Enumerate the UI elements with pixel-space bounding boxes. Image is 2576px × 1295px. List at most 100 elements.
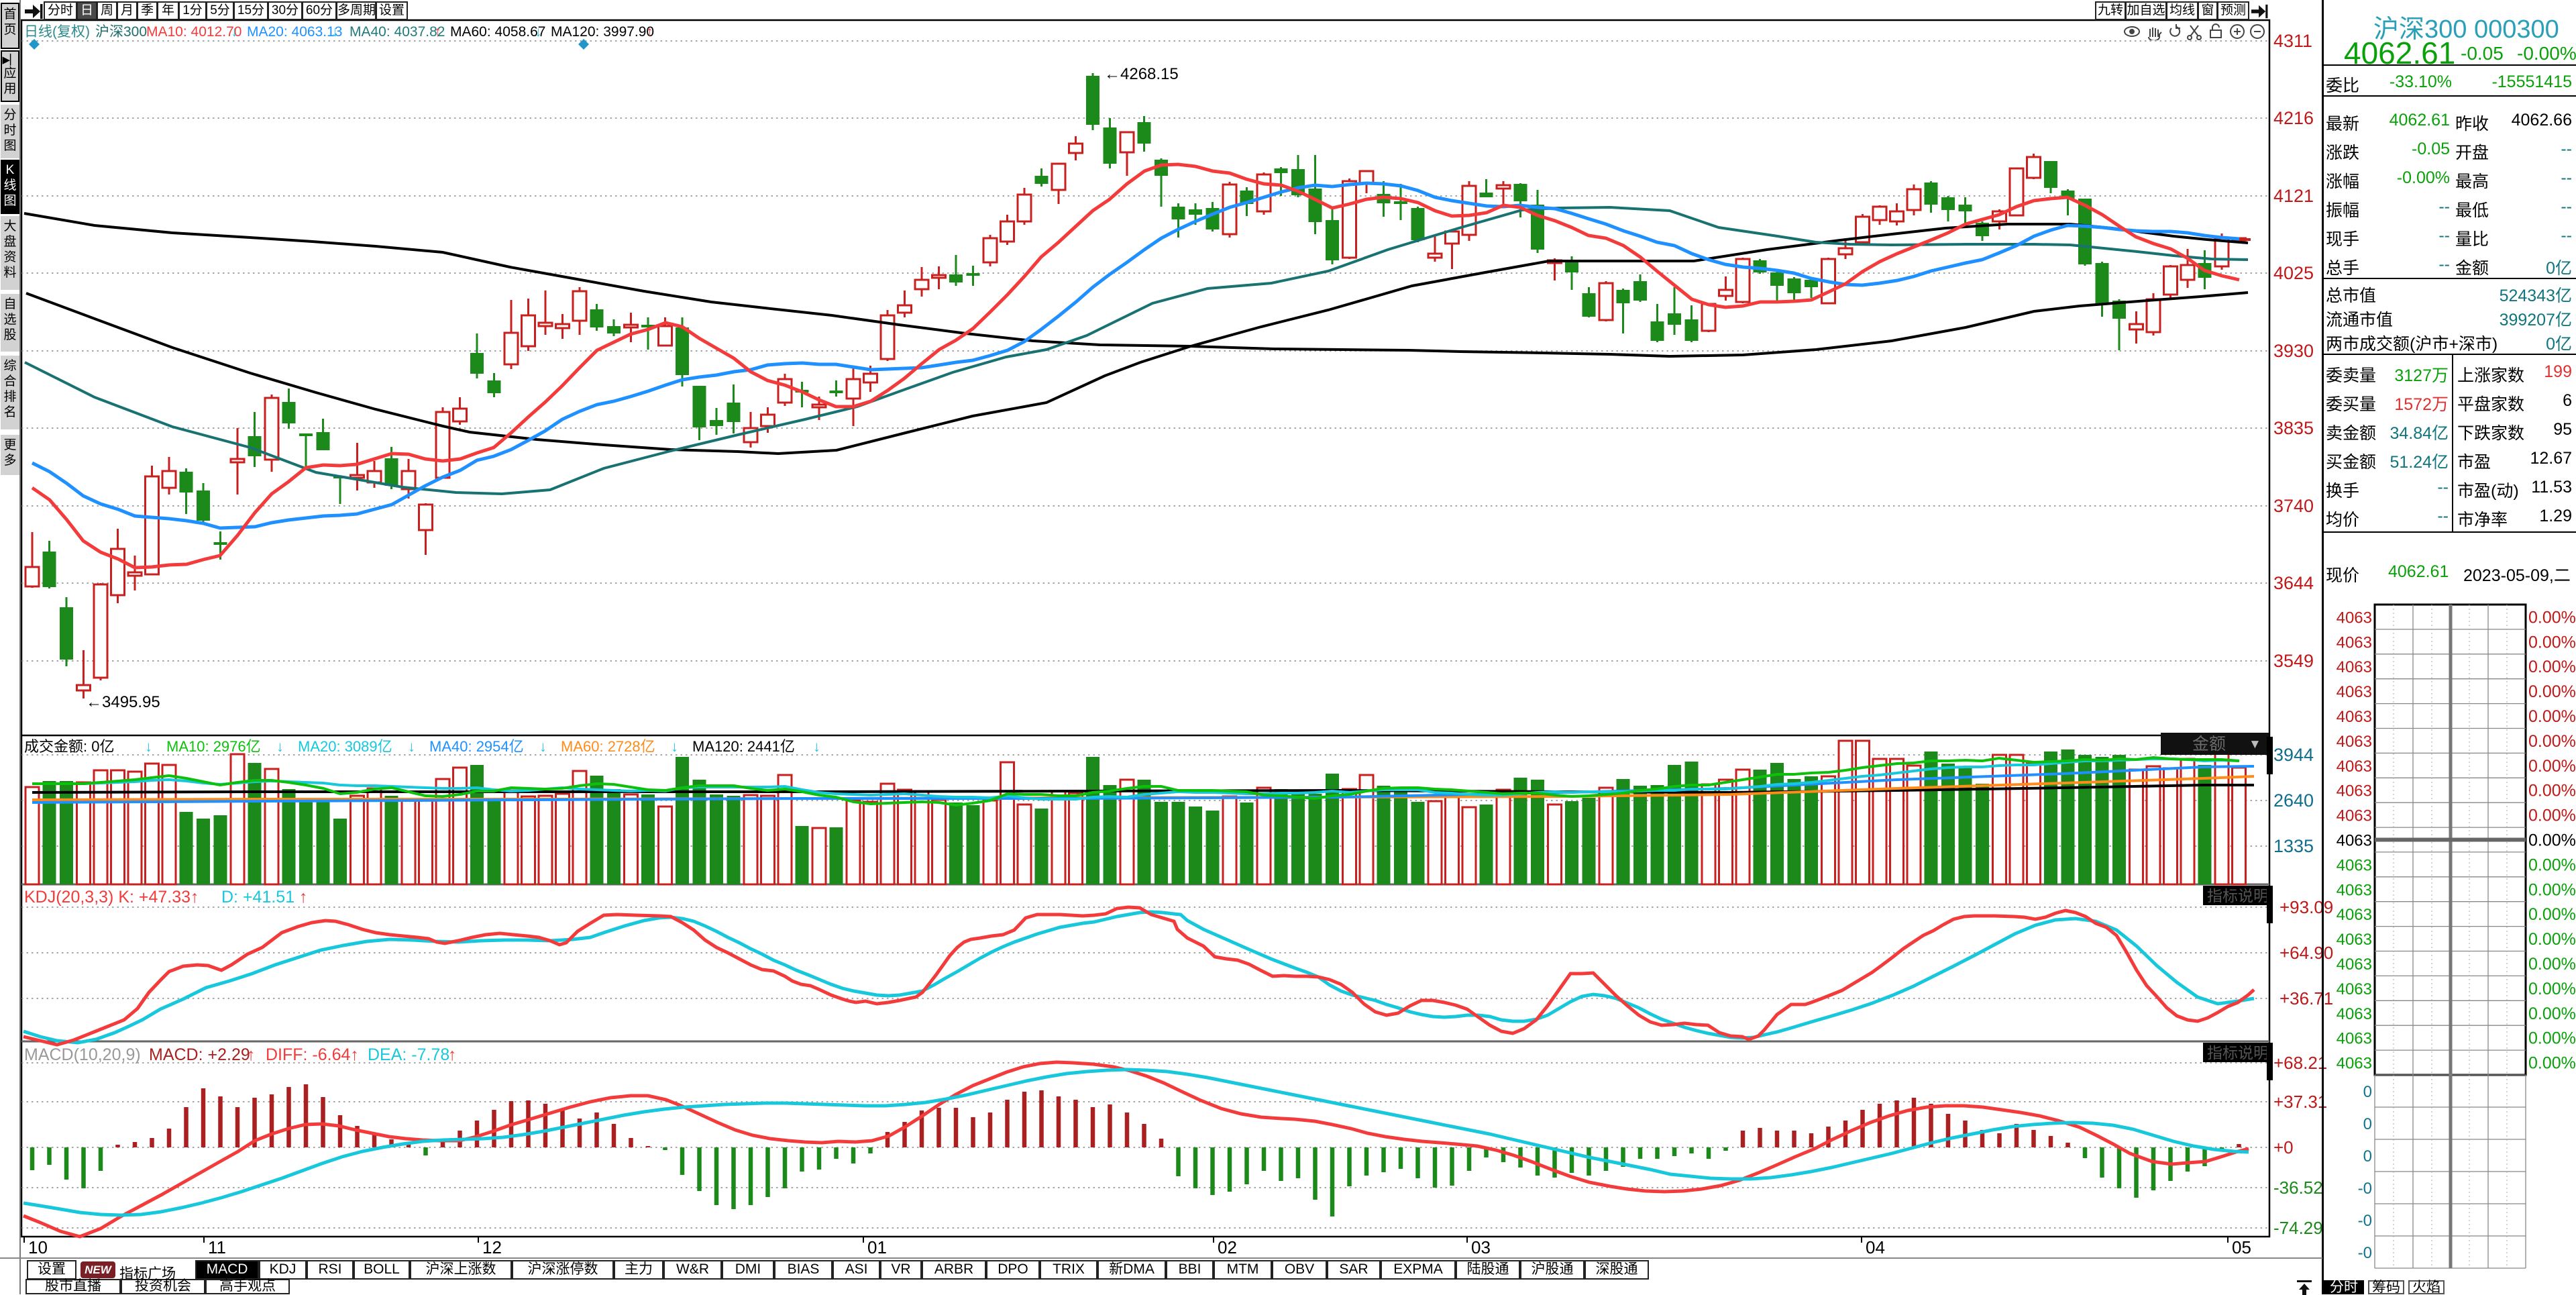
svg-text:+36.71: +36.71 [2279,988,2333,1008]
svg-text:+93.09: +93.09 [2279,897,2333,917]
svg-text:0.00%: 0.00% [2528,831,2576,850]
svg-text:↓: ↓ [331,24,339,40]
svg-text:4063: 4063 [2337,807,2372,825]
svg-text:+37.31: +37.31 [2273,1092,2327,1112]
svg-text:3944: 3944 [2273,745,2314,765]
svg-text:↑: ↑ [448,1045,457,1064]
svg-text:成交金额: 0亿: 成交金额: 0亿 [24,738,114,755]
svg-text:3549: 3549 [2273,651,2314,671]
svg-text:MA40: 4037.82: MA40: 4037.82 [350,24,445,40]
svg-text:4063: 4063 [2337,633,2372,652]
svg-text:MA40: 2954亿: MA40: 2954亿 [429,738,524,755]
svg-text:←3495.95: ←3495.95 [86,693,160,711]
svg-text:4311: 4311 [2273,31,2312,51]
svg-text:3740: 3740 [2273,496,2314,516]
svg-text:0.00%: 0.00% [2528,807,2576,825]
svg-text:0.00%: 0.00% [2528,1029,2576,1048]
svg-text:1335: 1335 [2273,836,2314,856]
svg-text:-0: -0 [2358,1212,2372,1230]
svg-text:0.00%: 0.00% [2528,905,2576,924]
svg-text:↓: ↓ [231,24,238,40]
svg-text:4063: 4063 [2337,955,2372,974]
svg-text:0.00%: 0.00% [2528,608,2576,627]
svg-text:MA20: 4063.13: MA20: 4063.13 [247,24,342,40]
svg-text:-74.29: -74.29 [2273,1218,2323,1238]
svg-text:DEA: -7.78: DEA: -7.78 [368,1045,449,1064]
svg-text:0: 0 [2363,1115,2372,1133]
svg-text:↑: ↑ [646,24,653,40]
svg-text:日线(复权): 日线(复权) [24,24,90,40]
svg-text:0.00%: 0.00% [2528,633,2576,652]
svg-text:-0: -0 [2358,1180,2372,1198]
svg-text:10: 10 [28,1237,48,1257]
svg-text:4063: 4063 [2337,1005,2372,1023]
svg-text:0: 0 [2363,1147,2372,1166]
svg-text:0.00%: 0.00% [2528,658,2576,676]
svg-text:4063: 4063 [2337,906,2372,924]
svg-text:4063: 4063 [2337,733,2372,751]
svg-text:4063: 4063 [2337,1055,2372,1073]
svg-text:3930: 3930 [2273,341,2314,361]
svg-text:4063: 4063 [2337,708,2372,726]
svg-text:4063: 4063 [2337,856,2372,874]
svg-text:2640: 2640 [2273,790,2314,811]
svg-text:4063: 4063 [2337,782,2372,800]
svg-text:↑: ↑ [299,888,308,907]
svg-text:-0: -0 [2358,1244,2372,1262]
svg-text:0.00%: 0.00% [2528,1004,2576,1023]
svg-text:KDJ(20,3,3) K: +47.33↑: KDJ(20,3,3) K: +47.33↑ [24,888,199,907]
svg-text:0.00%: 0.00% [2528,707,2576,726]
svg-text:↓: ↓ [813,738,820,755]
svg-text:MA120: 2441亿: MA120: 2441亿 [692,738,795,755]
svg-text:MA10: 4012.70: MA10: 4012.70 [146,24,241,40]
svg-text:4063: 4063 [2337,881,2372,899]
svg-text:0.00%: 0.00% [2528,1054,2576,1073]
svg-text:D: +41.51: D: +41.51 [221,888,294,907]
svg-text:11: 11 [208,1237,226,1257]
svg-text:↓: ↓ [535,24,542,40]
svg-text:4063: 4063 [2337,658,2372,676]
svg-text:0.00%: 0.00% [2528,980,2576,998]
svg-text:MACD: +2.29: MACD: +2.29 [149,1045,250,1064]
svg-text:4063: 4063 [2337,980,2372,998]
svg-text:MA20: 3089亿: MA20: 3089亿 [298,738,392,755]
svg-text:MACD(10,20,9): MACD(10,20,9) [24,1045,141,1064]
svg-text:沪深300: 沪深300 [95,24,147,40]
svg-text:4063: 4063 [2337,758,2372,776]
svg-text:↑: ↑ [434,24,441,40]
svg-text:0.00%: 0.00% [2528,682,2576,701]
svg-text:12: 12 [482,1237,502,1257]
svg-text:0: 0 [2363,1083,2372,1101]
svg-text:↓: ↓ [408,738,415,755]
svg-text:+64.90: +64.90 [2279,943,2333,963]
svg-text:+68.21: +68.21 [2273,1053,2327,1073]
svg-text:4025: 4025 [2273,263,2314,283]
svg-text:MA10: 2976亿: MA10: 2976亿 [166,738,261,755]
svg-text:0.00%: 0.00% [2528,880,2576,899]
svg-text:04: 04 [1866,1237,1885,1257]
svg-text:03: 03 [1471,1237,1491,1257]
svg-text:↓: ↓ [539,738,547,755]
svg-text:指标说明: 指标说明 [2207,887,2269,904]
svg-text:05: 05 [2232,1237,2251,1257]
svg-text:0.00%: 0.00% [2528,856,2576,874]
svg-text:02: 02 [1218,1237,1237,1257]
svg-text:0.00%: 0.00% [2528,732,2576,751]
svg-text:4216: 4216 [2273,108,2314,128]
svg-text:↓: ↓ [671,738,678,755]
svg-text:DIFF: -6.64↑: DIFF: -6.64↑ [266,1045,359,1064]
svg-text:01: 01 [867,1237,887,1257]
svg-text:4063: 4063 [2337,683,2372,701]
svg-text:0.00%: 0.00% [2528,782,2576,800]
svg-text:金额: 金额 [2192,735,2226,754]
svg-text:4063: 4063 [2337,832,2372,850]
svg-text:4063: 4063 [2337,609,2372,627]
svg-text:指标说明: 指标说明 [2207,1044,2269,1061]
svg-text:MA60: 2728亿: MA60: 2728亿 [561,738,655,755]
svg-text:+0: +0 [2273,1137,2294,1157]
svg-text:3644: 3644 [2273,573,2314,593]
svg-text:4121: 4121 [2273,186,2314,206]
svg-text:3835: 3835 [2273,418,2314,438]
svg-text:0.00%: 0.00% [2528,930,2576,949]
svg-text:MA60: 4058.67: MA60: 4058.67 [450,24,545,40]
